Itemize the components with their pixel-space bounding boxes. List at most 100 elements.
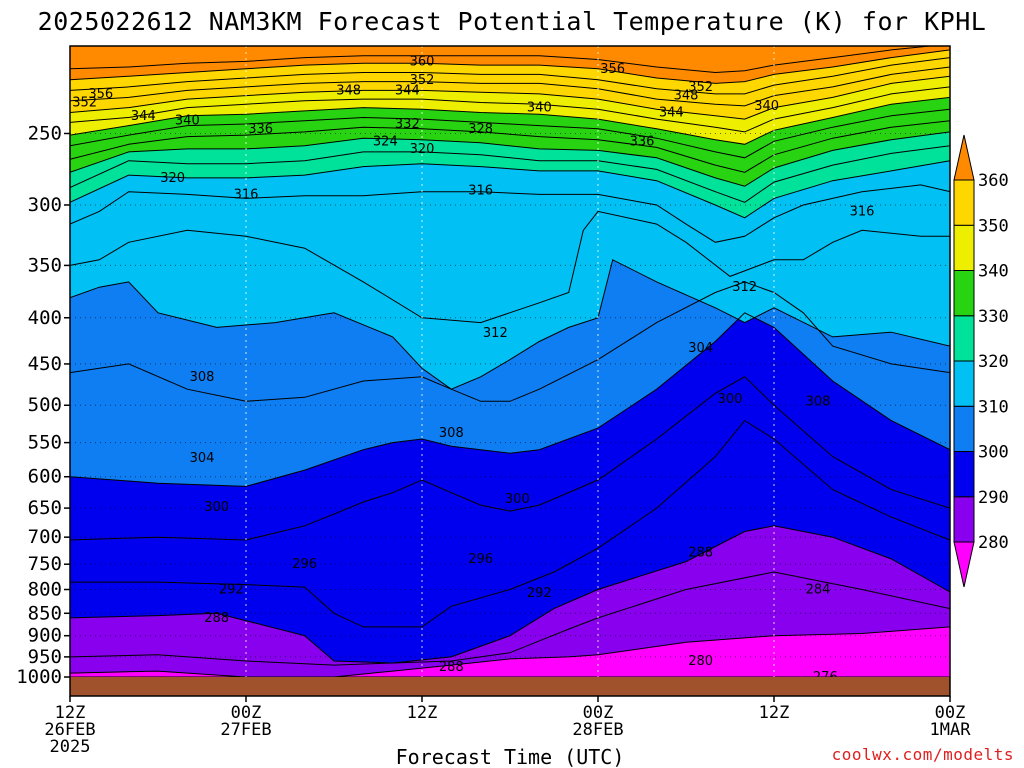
contour-line-304 bbox=[70, 281, 950, 402]
chart-title: 2025022612 NAM3KM Forecast Potential Tem… bbox=[38, 7, 987, 36]
x-axis-title: Forecast Time (UTC) bbox=[396, 745, 625, 768]
band-fill-364 bbox=[70, 46, 931, 73]
y-tick-label: 700 bbox=[28, 526, 62, 548]
colorbar-swatch bbox=[953, 360, 975, 407]
contour-label: 304 bbox=[190, 451, 215, 466]
y-tick-label: 500 bbox=[28, 394, 62, 416]
colorbar-tick-label: 310 bbox=[978, 397, 1009, 417]
contour-label: 336 bbox=[630, 134, 655, 149]
plot-frame bbox=[69, 45, 951, 697]
contour-label: 312 bbox=[483, 326, 508, 341]
y-tick-label: 750 bbox=[28, 553, 62, 575]
y-tick-label: 600 bbox=[28, 466, 62, 488]
contour-label: 320 bbox=[160, 171, 185, 186]
contour-label: 336 bbox=[248, 122, 273, 137]
contour-label: 312 bbox=[732, 280, 757, 295]
contour-label: 284 bbox=[806, 583, 831, 598]
colorbar-swatch bbox=[953, 134, 975, 181]
contour-line-320 bbox=[70, 160, 950, 219]
x-tick-label: 12Z bbox=[759, 703, 790, 723]
contour-label: 352 bbox=[410, 73, 435, 88]
colorbar-swatch bbox=[953, 405, 975, 452]
contour-label: 308 bbox=[439, 426, 464, 441]
x-tick-label: 00Z 27FEB bbox=[220, 703, 271, 740]
colorbar-swatch bbox=[953, 496, 975, 543]
contour-line-288 bbox=[70, 525, 950, 664]
contour-label: 308 bbox=[190, 370, 215, 385]
contour-line-324 bbox=[70, 145, 950, 203]
colorbar-tick-label: 340 bbox=[978, 262, 1009, 282]
y-tick-label: 300 bbox=[28, 194, 62, 216]
contour-label: 292 bbox=[219, 583, 244, 598]
contour-line-336 bbox=[70, 108, 950, 159]
contour-line-340 bbox=[70, 96, 950, 145]
y-tick-label: 900 bbox=[28, 625, 62, 647]
colorbar: 280 290 300 310 320 330 340 350 360 bbox=[953, 134, 1009, 588]
credit-text: coolwx.com/modelts bbox=[832, 745, 1014, 764]
colorbar-tick-label: 330 bbox=[978, 307, 1009, 327]
contour-label: 344 bbox=[395, 83, 420, 98]
ground-bar bbox=[70, 677, 950, 696]
contour-label: 320 bbox=[410, 142, 435, 157]
contour-label: 328 bbox=[468, 122, 493, 137]
contour-label: 288 bbox=[204, 611, 229, 626]
colorbar-tick-label: 280 bbox=[978, 533, 1009, 553]
x-tick-label: 00Z 1MAR bbox=[930, 703, 972, 740]
contour-label: 344 bbox=[659, 106, 684, 121]
y-tick-label: 850 bbox=[28, 602, 62, 624]
x-axis: 12Z 26FEB 2025 00Z 27FEB 12Z 00Z 28FEB 12Z 00Z 1MA… bbox=[44, 696, 971, 757]
colorbar-swatch bbox=[953, 179, 975, 226]
y-tick-label: 450 bbox=[28, 353, 62, 375]
y-tick-label: 650 bbox=[28, 497, 62, 519]
colorbar-swatch bbox=[953, 224, 975, 271]
contour-label: 356 bbox=[88, 87, 113, 102]
colorbar-tick-label: 350 bbox=[978, 216, 1009, 236]
contour-label: 300 bbox=[505, 492, 530, 507]
contour-label: 280 bbox=[688, 654, 713, 669]
contour-line-308 bbox=[70, 259, 950, 390]
colorbar-tick-label: 300 bbox=[978, 443, 1009, 463]
y-tick-label: 950 bbox=[28, 646, 62, 668]
y-tick-label: 550 bbox=[28, 432, 62, 454]
contour-fills bbox=[70, 46, 950, 696]
contour-line-332 bbox=[70, 120, 950, 173]
contour-label: 348 bbox=[336, 83, 361, 98]
contour-label: 340 bbox=[754, 99, 779, 114]
contour-line-316 bbox=[70, 184, 950, 243]
contour-line-300 bbox=[70, 312, 950, 487]
contour-line-344 bbox=[70, 86, 950, 133]
contour-label: 332 bbox=[395, 117, 420, 132]
contour-label: 348 bbox=[674, 89, 699, 104]
y-axis: 2503003504004505005506006507007508008509… bbox=[16, 122, 70, 688]
contour-label: 304 bbox=[688, 341, 713, 356]
y-tick-label: 1000 bbox=[16, 666, 62, 688]
colorbar-tick-label: 320 bbox=[978, 352, 1009, 372]
x-tick-label: 12Z 26FEB 2025 bbox=[44, 703, 95, 757]
contour-line-360 bbox=[70, 49, 950, 84]
contour-label: 316 bbox=[234, 187, 259, 202]
contour-label: 300 bbox=[718, 392, 743, 407]
contour-label: 288 bbox=[688, 546, 713, 561]
contour-label: 300 bbox=[204, 500, 229, 515]
x-tick-label: 12Z bbox=[407, 703, 438, 723]
contour-label: 340 bbox=[527, 101, 552, 116]
contour-label: 340 bbox=[175, 114, 200, 129]
contour-label: 296 bbox=[468, 552, 493, 567]
contour-line-364 bbox=[70, 46, 936, 74]
contour-label: 352 bbox=[72, 95, 97, 110]
colorbar-tick-label: 290 bbox=[978, 488, 1009, 508]
contour-line-348 bbox=[70, 75, 950, 120]
contour-label: 292 bbox=[527, 586, 552, 601]
y-tick-label: 350 bbox=[28, 254, 62, 276]
contour-label: 352 bbox=[688, 80, 713, 95]
x-tick-label: 00Z 28FEB bbox=[572, 703, 623, 740]
colorbar-tick-label: 360 bbox=[978, 171, 1009, 191]
contour-label: 296 bbox=[292, 557, 317, 572]
y-tick-label: 800 bbox=[28, 579, 62, 601]
contour-line-312 bbox=[70, 210, 950, 324]
contour-label: 316 bbox=[850, 204, 875, 219]
colorbar-swatch bbox=[953, 315, 975, 362]
